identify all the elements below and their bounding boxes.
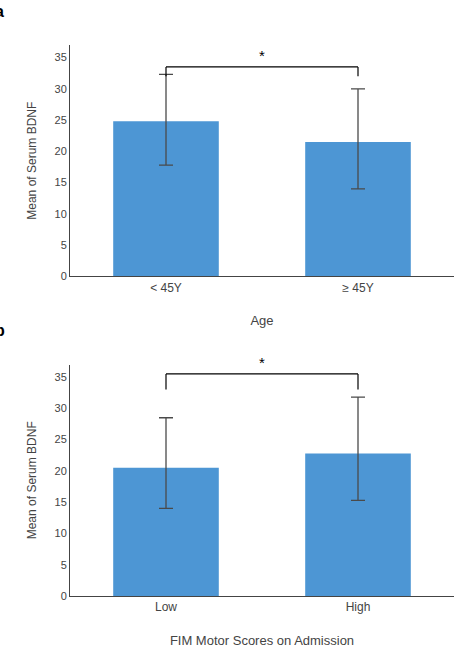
svg-text:30: 30 [55, 402, 67, 414]
svg-text:0: 0 [61, 590, 67, 602]
svg-text:Low: Low [155, 600, 177, 614]
svg-text:0: 0 [61, 270, 67, 282]
svg-text:High: High [346, 600, 371, 614]
svg-text:*: * [259, 354, 265, 371]
svg-text:5: 5 [61, 239, 67, 251]
svg-text:30: 30 [55, 83, 67, 95]
svg-text:*: * [259, 47, 265, 64]
svg-text:20: 20 [55, 145, 67, 157]
svg-text:15: 15 [55, 176, 67, 188]
svg-text:Age: Age [250, 313, 273, 328]
svg-text:35: 35 [55, 51, 67, 63]
svg-text:5: 5 [61, 559, 67, 571]
svg-text:25: 25 [55, 433, 67, 445]
svg-text:≥ 45Y: ≥ 45Y [342, 281, 373, 295]
svg-text:Mean of Serum BDNF: Mean of Serum BDNF [25, 421, 39, 539]
svg-text:b: b [0, 322, 5, 339]
svg-text:a: a [0, 3, 4, 20]
svg-text:35: 35 [55, 371, 67, 383]
svg-text:25: 25 [55, 114, 67, 126]
svg-text:Mean of Serum BDNF: Mean of Serum BDNF [25, 102, 39, 220]
svg-text:10: 10 [55, 527, 67, 539]
svg-text:10: 10 [55, 208, 67, 220]
svg-text:FIM Motor Scores on Admission: FIM Motor Scores on Admission [170, 633, 354, 648]
svg-text:20: 20 [55, 465, 67, 477]
svg-text:< 45Y: < 45Y [150, 281, 182, 295]
svg-text:15: 15 [55, 496, 67, 508]
